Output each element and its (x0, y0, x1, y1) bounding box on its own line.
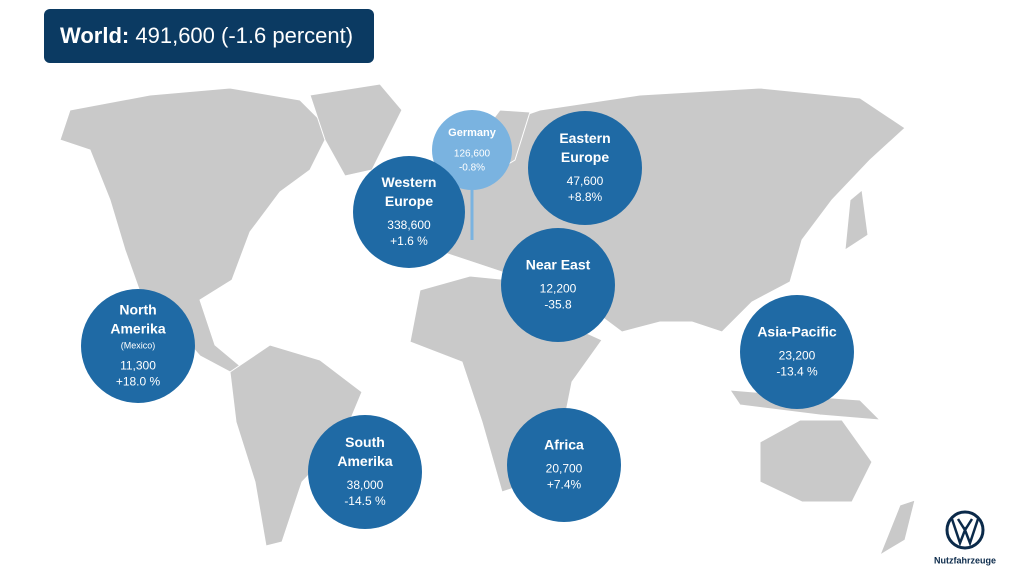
region-change: +7.4% (547, 478, 582, 492)
region-name: Eastern (559, 130, 610, 146)
region-value: 20,700 (546, 462, 583, 476)
region-name: Amerika (337, 453, 392, 469)
region-bubble (528, 111, 642, 225)
region-bubble (740, 295, 854, 409)
region-change: -14.5 % (344, 494, 386, 508)
region-name: Asia-Pacific (757, 324, 837, 340)
region-bubble (501, 228, 615, 342)
region-change: +18.0 % (116, 375, 161, 389)
region-note: (Mexico) (121, 340, 156, 350)
brand: Nutzfahrzeuge (934, 555, 996, 565)
region-value: 38,000 (347, 478, 384, 492)
region-name: Western (382, 174, 437, 190)
region-name: South (345, 434, 385, 450)
region-bubble (353, 156, 465, 268)
header-value: 491,600 (-1.6 percent) (135, 23, 353, 48)
new-zealand (878, 499, 916, 557)
region-bubble (81, 289, 195, 403)
region-value: 126,600 (454, 149, 491, 160)
regions: Germany 126,600 -0.8% Western Europe 338,600 +… (81, 110, 854, 529)
region-name: Amerika (110, 321, 165, 337)
header-box (44, 9, 374, 63)
logo-mark (950, 518, 980, 547)
region-change: -0.8% (459, 163, 485, 174)
region-bubble (308, 415, 422, 529)
vw-logo: Nutzfahrzeuge (934, 510, 996, 565)
region-change: -13.4 % (776, 365, 818, 379)
south-america (229, 344, 363, 547)
header: World: 491,600 (-1.6 percent) (60, 23, 353, 48)
australia (759, 419, 873, 503)
region-value: 338,600 (387, 218, 431, 232)
region-change: +8.8% (568, 190, 603, 204)
region-value: 12,200 (540, 282, 577, 296)
region-value: 47,600 (567, 174, 604, 188)
region-name: Europe (385, 193, 433, 209)
region-name: Africa (544, 437, 584, 453)
region-name: Near East (526, 257, 591, 273)
region-change: -35.8 (544, 298, 572, 312)
region-change: +1.6 % (390, 234, 428, 248)
region-bubble (432, 110, 512, 190)
region-value: 23,200 (779, 349, 816, 363)
japan (844, 189, 869, 251)
region-value: 11,300 (120, 359, 156, 373)
region-name: Germany (448, 127, 497, 139)
header-label: World: (60, 23, 129, 48)
north-america (59, 87, 331, 373)
region-name: Europe (561, 149, 609, 165)
region-bubble (507, 408, 621, 522)
region-name: North (119, 302, 156, 318)
